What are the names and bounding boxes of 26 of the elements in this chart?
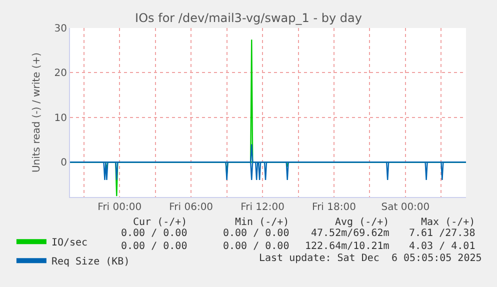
y-axis-title: Units read (-) / write (+) <box>31 52 42 173</box>
text: 0.00 / 0.00 <box>121 228 188 239</box>
y-tick-label: 0 <box>60 158 67 169</box>
x-tick-label: Fri 00:00 <box>98 202 142 213</box>
y-tick-label: 10 <box>54 112 67 124</box>
legend-label: IO/sec <box>51 238 88 249</box>
text: 0.00 / 0.00 <box>223 241 290 252</box>
text: Cur (-/+) <box>133 217 188 228</box>
text: 0.00 / 0.00 <box>223 228 290 239</box>
text: Min (-/+) <box>235 217 290 228</box>
text: 122.64m/10.21m <box>305 241 390 252</box>
text: Max (-/+) <box>421 217 476 228</box>
text: 47.52m/69.62m <box>311 228 390 239</box>
chart-title: IOs for /dev/mail3-vg/swap_1 - by day <box>135 11 362 26</box>
x-tick-label: Fri 18:00 <box>312 202 356 213</box>
text: Last update: Sat Dec 6 05:05:05 2025 <box>259 253 482 264</box>
x-tick-label: Fri 12:00 <box>240 202 284 213</box>
text: 0.00 / 0.00 <box>121 241 188 252</box>
y-tick-label: 20 <box>54 68 67 80</box>
text: 4.03 / 4.01 <box>409 241 476 252</box>
x-tick-label: Fri 06:00 <box>169 202 214 213</box>
text: 7.61 /27.38 <box>409 228 476 239</box>
legend-label: Req Size (KB) <box>51 256 130 268</box>
text: Avg (-/+) <box>335 217 390 228</box>
x-tick-label: Sat 00:00 <box>381 202 430 213</box>
y-tick-label: 30 <box>54 24 67 34</box>
